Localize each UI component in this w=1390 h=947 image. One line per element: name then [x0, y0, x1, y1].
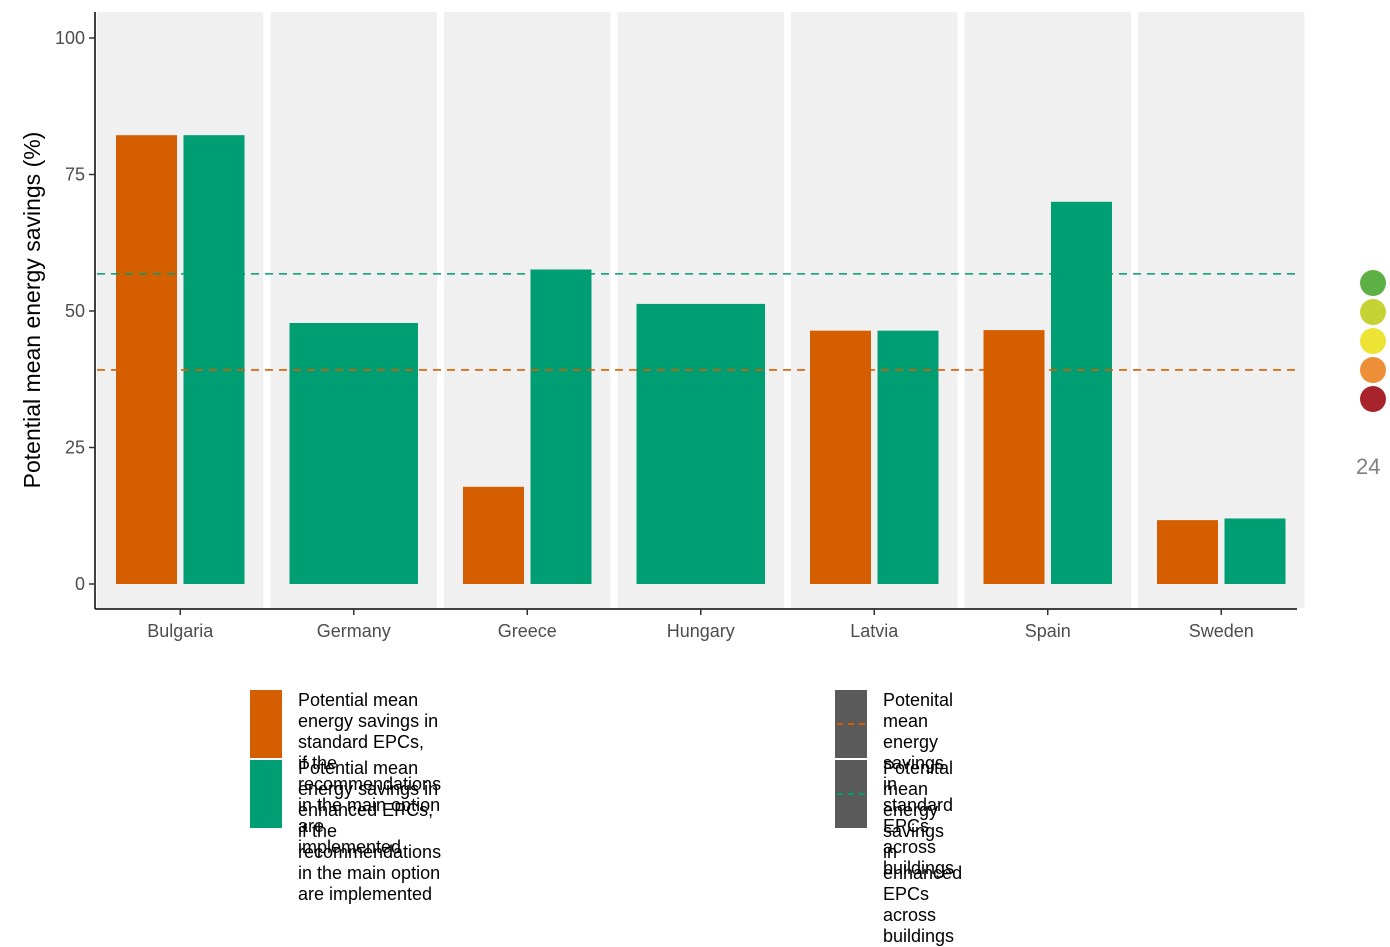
status-dot-1	[1360, 299, 1386, 325]
x-tick-label-bulgaria: Bulgaria	[147, 621, 214, 641]
bar-spain-0	[983, 330, 1045, 584]
bars	[116, 135, 1286, 585]
y-tick-label: 50	[65, 301, 85, 321]
legend-key-standard-line	[835, 690, 867, 758]
reference-lines	[97, 273, 1297, 371]
bar-bulgaria-1	[183, 135, 245, 585]
legend-line: across buildings	[883, 905, 955, 946]
bar-latvia-0	[810, 330, 871, 584]
dash-line-icon	[837, 723, 865, 725]
y-axis-label: Potential mean energy savings (%)	[19, 132, 45, 489]
legend-label-enhanced-line: Potenital mean energy savings in enhance…	[883, 758, 962, 947]
x-tick-label-latvia: Latvia	[850, 621, 899, 641]
legend-line: Potenital mean energy	[883, 690, 954, 752]
facet-panel-sweden	[1138, 12, 1305, 608]
legend-line: Potential mean energy savings in enhance…	[298, 758, 439, 820]
x-tick-label-greece: Greece	[498, 621, 557, 641]
status-dot-3	[1360, 357, 1386, 383]
x-tick-label-germany: Germany	[317, 621, 391, 641]
bar-latvia-1	[877, 330, 939, 584]
legend-line: are implemented	[298, 884, 433, 904]
legend-line: if the recommendations in the main optio…	[298, 821, 442, 883]
legend-line: savings in enhanced EPCs	[883, 821, 963, 904]
y-tick-label: 75	[65, 165, 85, 185]
bar-bulgaria-0	[116, 135, 177, 585]
bar-spain-1	[1051, 201, 1112, 585]
status-dot-4	[1360, 386, 1386, 412]
bar-greece-1	[530, 269, 592, 584]
legend-line: Potenital mean energy	[883, 758, 954, 820]
legend-key-enhanced-bar	[250, 760, 282, 828]
legend-line: savings in standard EPCs	[883, 753, 954, 836]
x-tick-label-sweden: Sweden	[1189, 621, 1254, 641]
legend-key-enhanced-line	[835, 760, 867, 828]
bar-sweden-1	[1224, 518, 1286, 584]
y-tick-label: 25	[65, 438, 85, 458]
status-dot-0	[1360, 270, 1386, 296]
dash-line-icon	[837, 793, 865, 795]
legend-key-standard-bar	[250, 690, 282, 758]
bar-sweden-0	[1157, 520, 1218, 584]
bar-chart: 0 25 50 75 100 Bulgaria Germany Greece Hungary L…	[19, 12, 1305, 641]
y-tick-label: 0	[75, 574, 85, 594]
y-ticks: 0 25 50 75 100	[55, 28, 95, 594]
x-tick-label-spain: Spain	[1025, 621, 1071, 641]
status-dot-2	[1360, 328, 1386, 354]
bar-hungary-1	[636, 303, 765, 584]
x-ticks: Bulgaria Germany Greece Hungary Latvia Spain S…	[147, 609, 1254, 641]
x-tick-label-hungary: Hungary	[667, 621, 735, 641]
y-tick-label: 100	[55, 28, 85, 48]
legend-line: Potential mean energy savings in standar…	[298, 690, 439, 752]
legend-label-enhanced-bar: Potential mean energy savings in enhance…	[298, 758, 441, 905]
page-number: 24	[1356, 454, 1381, 479]
bar-germany-1	[289, 323, 418, 584]
legend-line: if the recommendations in the main optio…	[298, 753, 442, 836]
bar-greece-0	[463, 486, 524, 584]
